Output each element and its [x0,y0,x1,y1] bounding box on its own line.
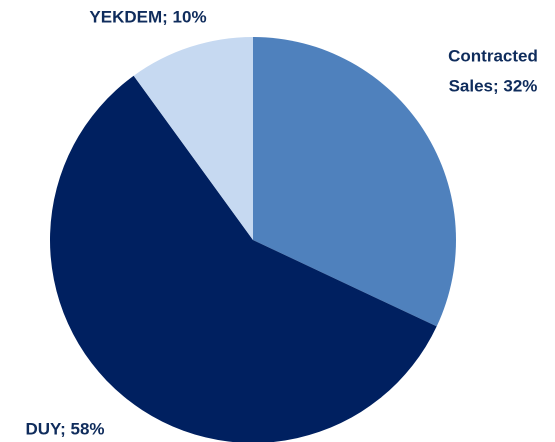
pie-slice [133,37,253,240]
slice-label: Contracted [448,46,538,65]
slice-label: DUY; 58% [25,419,104,438]
slice-label: YEKDEM; 10% [89,7,206,26]
slice-label: Sales; 32% [449,76,538,95]
pie-slice [253,37,457,327]
pie-slice [50,75,437,442]
